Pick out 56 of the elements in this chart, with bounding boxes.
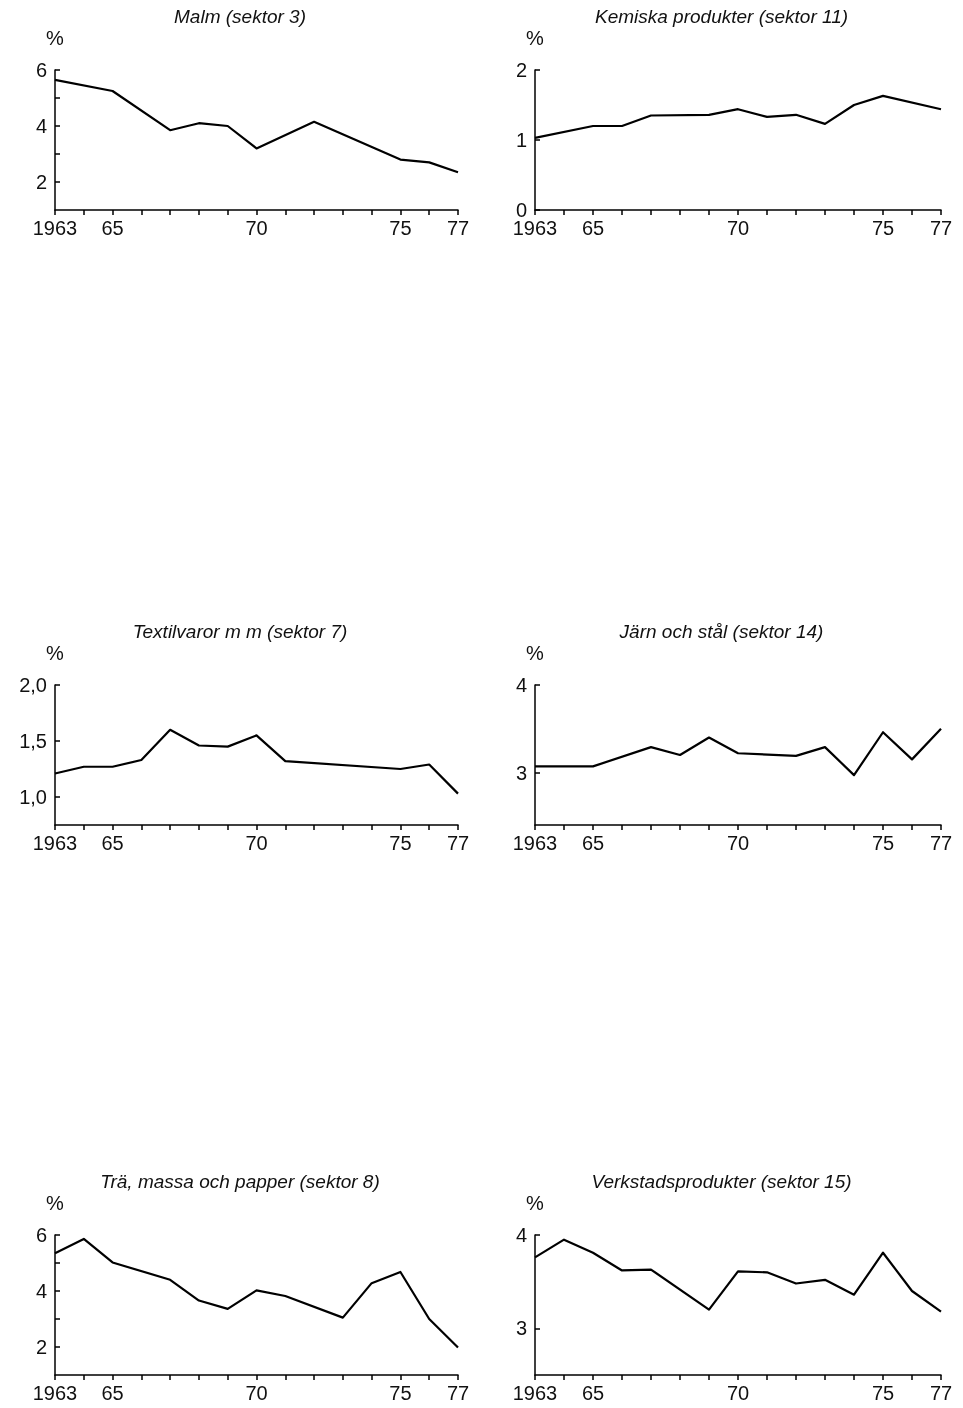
x-tick-label: 65	[101, 217, 124, 239]
y-tick-label: 4	[35, 115, 47, 137]
x-tick-label: 1963	[32, 217, 78, 239]
y-axis-title: %	[526, 1192, 545, 1214]
y-tick-label: 3	[515, 761, 527, 784]
y-tick-label: 4	[515, 674, 527, 696]
x-tick-label: 77	[929, 1382, 953, 1404]
x-tick-label: 75	[389, 832, 412, 854]
y-tick-label: 2	[515, 59, 527, 81]
y-axis-title: %	[526, 27, 545, 49]
x-tick-label: 70	[245, 217, 268, 239]
x-tick-label: 65	[581, 217, 605, 239]
x-tick-label: 70	[245, 832, 268, 854]
x-tick-label: 1963	[512, 1382, 558, 1404]
chart-title: Verkstadsprodukter (sektor 15)	[591, 1171, 852, 1192]
x-tick-label: 75	[871, 217, 895, 239]
x-tick-label: 75	[871, 1382, 895, 1404]
y-tick-label: 2,0	[19, 674, 47, 696]
x-tick-label: 77	[446, 1382, 470, 1404]
y-tick-label: 2	[35, 171, 47, 193]
y-tick-label: 4	[35, 1280, 47, 1302]
x-tick-label: 77	[929, 832, 953, 854]
x-tick-label: 75	[389, 1382, 412, 1404]
y-axis-title: %	[46, 1192, 65, 1214]
x-tick-label: 70	[726, 832, 750, 854]
y-tick-label: 1,0	[19, 786, 47, 808]
chart-title: Malm (sektor 3)	[174, 6, 306, 27]
y-tick-label: 6	[35, 1224, 47, 1246]
y-axis-title: %	[526, 642, 545, 664]
x-tick-label: 65	[581, 1382, 605, 1404]
x-tick-label: 65	[101, 1382, 124, 1404]
x-tick-label: 77	[446, 832, 470, 854]
y-tick-label: 6	[35, 59, 47, 81]
x-tick-label: 70	[245, 1382, 268, 1404]
y-axis-title: %	[46, 27, 65, 49]
x-tick-label: 75	[871, 832, 895, 854]
x-tick-label: 65	[581, 832, 605, 854]
x-tick-label: 65	[101, 832, 124, 854]
x-tick-label: 77	[929, 217, 953, 239]
chart-title: Kemiska produkter (sektor 11)	[594, 6, 849, 27]
x-tick-label: 75	[389, 217, 412, 239]
y-tick-label: 3	[515, 1317, 527, 1340]
x-tick-label: 77	[446, 217, 470, 239]
y-tick-label: 4	[515, 1224, 527, 1246]
chart-title: Trä, massa och papper (sektor 8)	[100, 1171, 380, 1192]
chart-title: Järn och stål (sektor 14)	[618, 621, 824, 642]
x-tick-label: 70	[726, 1382, 750, 1404]
x-tick-label: 70	[726, 217, 750, 239]
x-tick-label: 1963	[32, 832, 78, 854]
y-tick-label: 1,5	[19, 730, 47, 752]
x-tick-label: 1963	[32, 1382, 78, 1404]
y-axis-title: %	[46, 642, 65, 664]
y-tick-label: 2	[35, 1336, 47, 1358]
x-tick-label: 1963	[512, 832, 558, 854]
y-tick-label: 1	[515, 129, 527, 151]
chart-title: Textilvaror m m (sektor 7)	[132, 621, 348, 642]
